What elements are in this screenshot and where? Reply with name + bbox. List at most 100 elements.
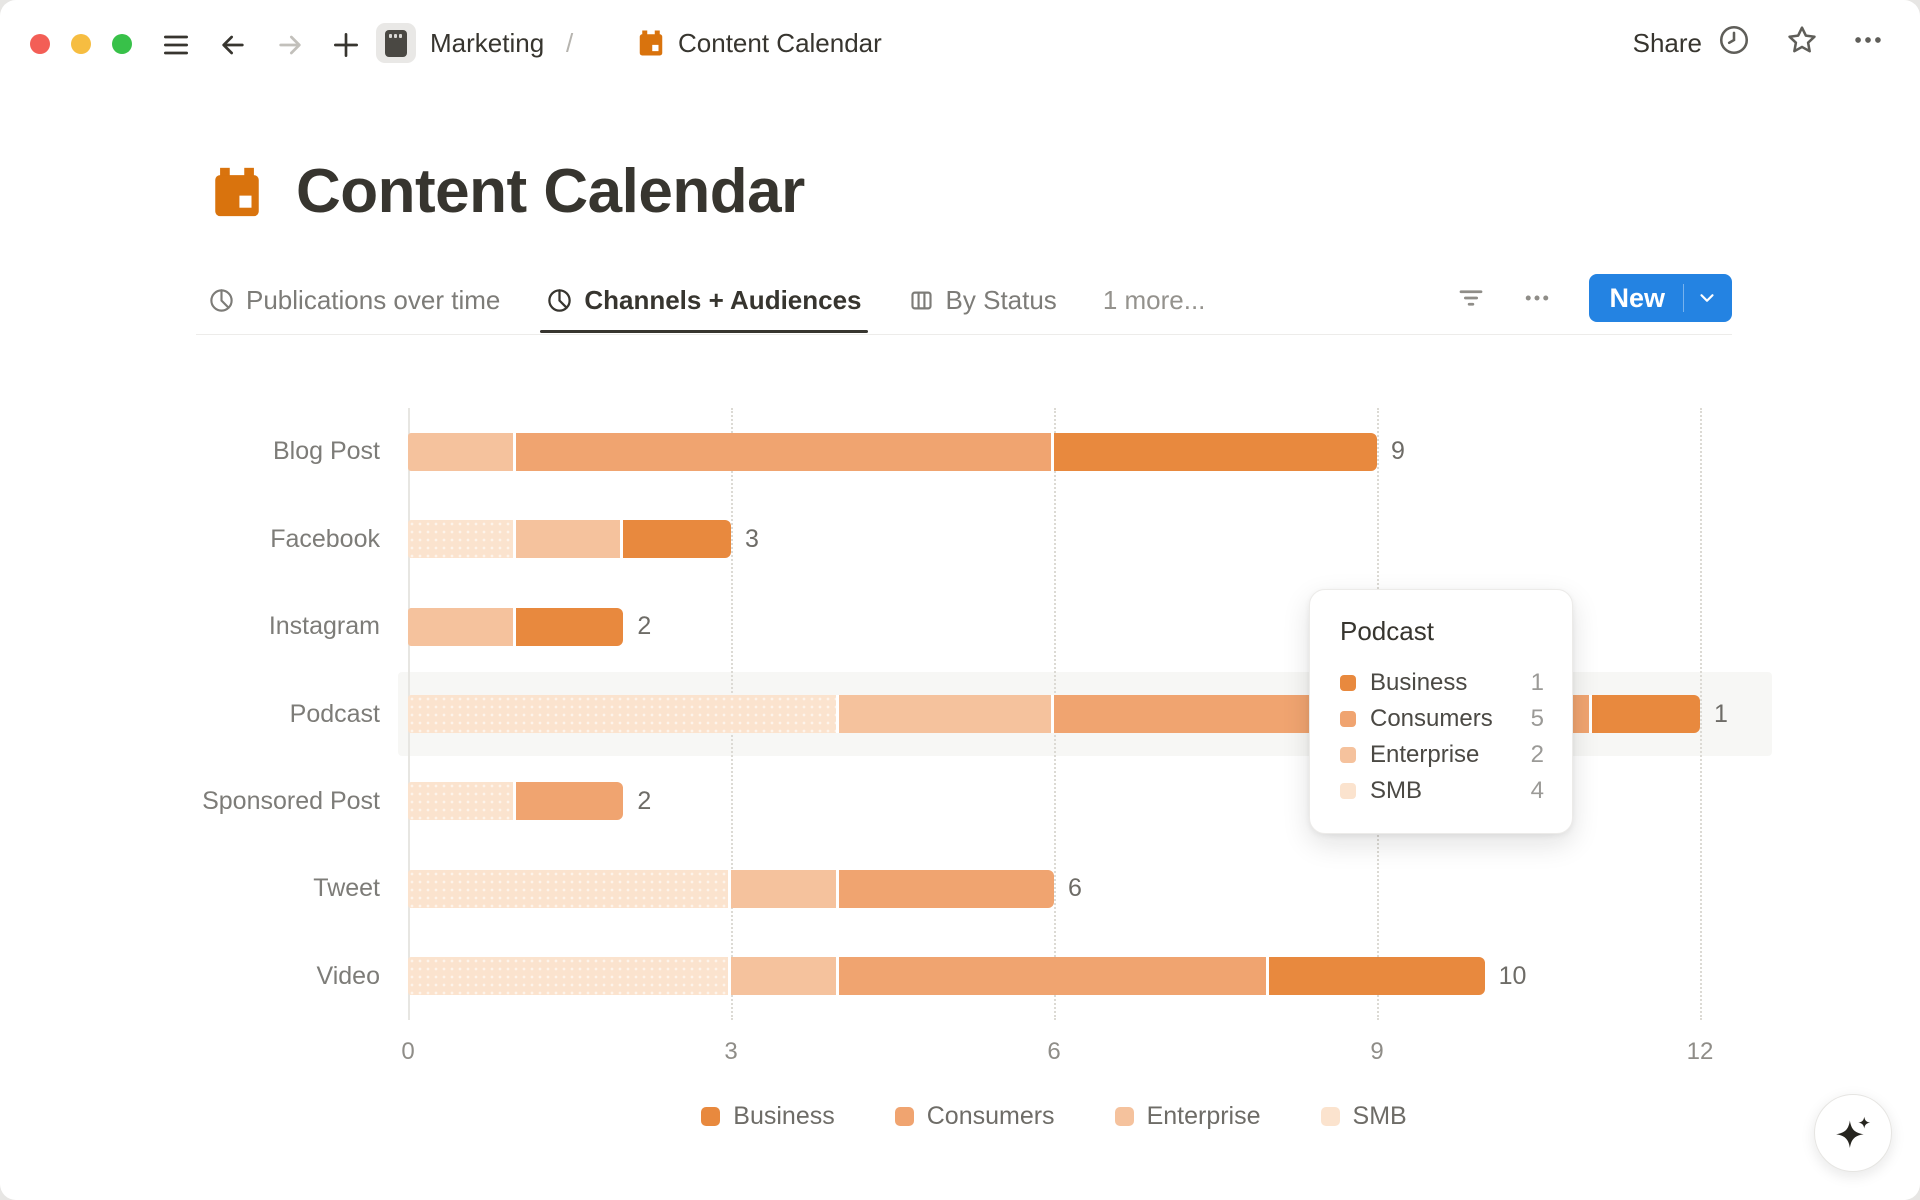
tabs-more-link[interactable]: 1 more... xyxy=(1102,284,1206,315)
tooltip-series-name: SMB xyxy=(1370,777,1423,804)
breadcrumb-workspace-icon[interactable] xyxy=(376,23,416,63)
filter-icon[interactable] xyxy=(1451,278,1491,318)
bar-segment-enterprise[interactable] xyxy=(408,607,516,646)
legend-item-enterprise: Enterprise xyxy=(1114,1102,1261,1131)
tooltip-series-value: 5 xyxy=(1530,705,1544,732)
tooltip-series-value: 4 xyxy=(1530,777,1544,804)
view-options-ellipsis-icon[interactable] xyxy=(1517,278,1557,318)
zoom-window-button[interactable] xyxy=(112,34,132,54)
category-label: Video xyxy=(316,961,381,990)
share-button[interactable]: Share xyxy=(1632,28,1702,58)
gridline xyxy=(1700,408,1702,1020)
tooltip-row: Consumers 5 xyxy=(1340,701,1544,737)
stacked-bar-chart: Blog Post Facebook Instagram Podcast Sponsor… xyxy=(0,402,1920,1162)
favorite-star-icon[interactable] xyxy=(1784,22,1820,58)
tooltip-title: Podcast xyxy=(1340,616,1434,646)
tooltip-series-value: 2 xyxy=(1530,741,1544,768)
bar-blog-post[interactable] xyxy=(408,432,1377,471)
bar-total-label: 10 xyxy=(1498,961,1527,990)
breadcrumb-workspace[interactable]: Marketing xyxy=(430,28,545,58)
bar-tweet[interactable] xyxy=(408,869,1054,908)
breadcrumb-page-label: Content Calendar xyxy=(678,28,882,58)
board-columns-icon xyxy=(908,287,935,314)
bar-segment-enterprise[interactable] xyxy=(731,957,839,996)
bar-total-label: 6 xyxy=(1068,874,1082,903)
bar-segment-business[interactable] xyxy=(515,607,624,646)
window-toolbar: Marketing / Content Calendar Share xyxy=(0,0,1920,90)
new-button-label: New xyxy=(1609,282,1665,313)
tooltip-row: Enterprise 2 xyxy=(1340,737,1544,773)
sparkle-icon xyxy=(1833,1113,1873,1153)
category-label: Instagram xyxy=(268,612,380,641)
bar-segment-consumers[interactable] xyxy=(838,869,1054,908)
series-swatch-consumers xyxy=(1340,711,1356,727)
tooltip-series-name: Consumers xyxy=(1370,705,1493,732)
page-title[interactable]: Content Calendar xyxy=(296,157,805,226)
bar-segment-smb[interactable] xyxy=(408,695,839,733)
new-button-divider xyxy=(1683,284,1684,312)
bar-segment-enterprise[interactable] xyxy=(731,869,839,908)
sidebar-toggle-icon[interactable] xyxy=(158,27,194,63)
legend-item-consumers: Consumers xyxy=(894,1102,1055,1131)
tooltip-series-name: Enterprise xyxy=(1370,741,1480,768)
bar-segment-smb[interactable] xyxy=(408,869,731,908)
bar-segment-consumers[interactable] xyxy=(838,957,1270,996)
updates-clock-icon[interactable] xyxy=(1716,22,1752,58)
back-arrow-icon[interactable] xyxy=(215,27,251,63)
new-button[interactable]: New xyxy=(1589,274,1732,322)
bar-video[interactable] xyxy=(408,957,1485,996)
calendar-icon xyxy=(636,28,666,58)
tab-label: Channels + Audiences xyxy=(584,284,862,315)
pie-chart-icon xyxy=(546,287,573,314)
bar-segment-enterprise[interactable] xyxy=(838,695,1054,733)
tab-channels-audiences[interactable]: Channels + Audiences xyxy=(540,268,868,333)
bar-segment-business[interactable] xyxy=(1053,432,1377,471)
page-calendar-icon[interactable] xyxy=(208,163,266,221)
bar-segment-business[interactable] xyxy=(1269,957,1485,996)
bar-segment-consumers[interactable] xyxy=(515,782,624,821)
ai-assistant-button[interactable] xyxy=(1814,1094,1892,1172)
x-tick-label: 9 xyxy=(1370,1038,1384,1065)
bar-segment-business[interactable] xyxy=(623,520,731,559)
bar-facebook[interactable] xyxy=(408,520,731,559)
legend-swatch xyxy=(701,1107,721,1126)
close-window-button[interactable] xyxy=(30,34,50,54)
x-tick-label: 3 xyxy=(724,1038,738,1065)
tab-by-status[interactable]: By Status xyxy=(908,268,1057,332)
bar-sponsored-post[interactable] xyxy=(408,782,624,821)
category-label: Sponsored Post xyxy=(202,786,380,815)
tooltip-series-value: 1 xyxy=(1530,669,1544,696)
legend-swatch xyxy=(894,1107,914,1126)
bar-segment-smb[interactable] xyxy=(408,957,731,996)
chevron-down-icon[interactable] xyxy=(1684,287,1732,309)
forward-arrow-icon[interactable] xyxy=(272,27,308,63)
tooltip-series-name: Business xyxy=(1370,669,1468,696)
new-page-plus-icon[interactable] xyxy=(328,27,364,63)
bar-total-label: 9 xyxy=(1391,437,1405,466)
bar-total-label: 3 xyxy=(745,524,759,553)
more-options-icon[interactable] xyxy=(1850,22,1886,58)
breadcrumb-separator: / xyxy=(566,28,574,58)
bar-segment-smb[interactable] xyxy=(408,520,516,559)
bar-total-label: 2 xyxy=(637,612,652,641)
tooltip-row: Business 1 xyxy=(1340,665,1544,701)
legend-swatch xyxy=(1114,1107,1134,1126)
tab-label: Publications over time xyxy=(246,284,501,315)
bar-segment-enterprise[interactable] xyxy=(515,520,624,559)
bar-segment-consumers[interactable] xyxy=(515,432,1054,471)
breadcrumb-page[interactable]: Content Calendar xyxy=(636,20,882,66)
bar-segment-smb[interactable] xyxy=(408,782,516,821)
bar-instagram[interactable] xyxy=(408,607,624,646)
bar-total-label: 1 xyxy=(1714,699,1728,728)
view-tabs-bar: Publications over time Channels + Audien… xyxy=(196,268,1732,335)
minimize-window-button[interactable] xyxy=(71,34,91,54)
x-tick-label: 0 xyxy=(401,1038,415,1065)
bar-segment-business[interactable] xyxy=(1592,695,1700,733)
bar-segment-enterprise[interactable] xyxy=(408,432,516,471)
series-swatch-enterprise xyxy=(1340,747,1356,763)
x-tick-label: 6 xyxy=(1047,1038,1061,1065)
category-label: Podcast xyxy=(289,699,380,728)
tab-publications-over-time[interactable]: Publications over time xyxy=(208,268,500,332)
legend-item-smb: SMB xyxy=(1320,1102,1407,1131)
category-label: Tweet xyxy=(313,874,380,903)
